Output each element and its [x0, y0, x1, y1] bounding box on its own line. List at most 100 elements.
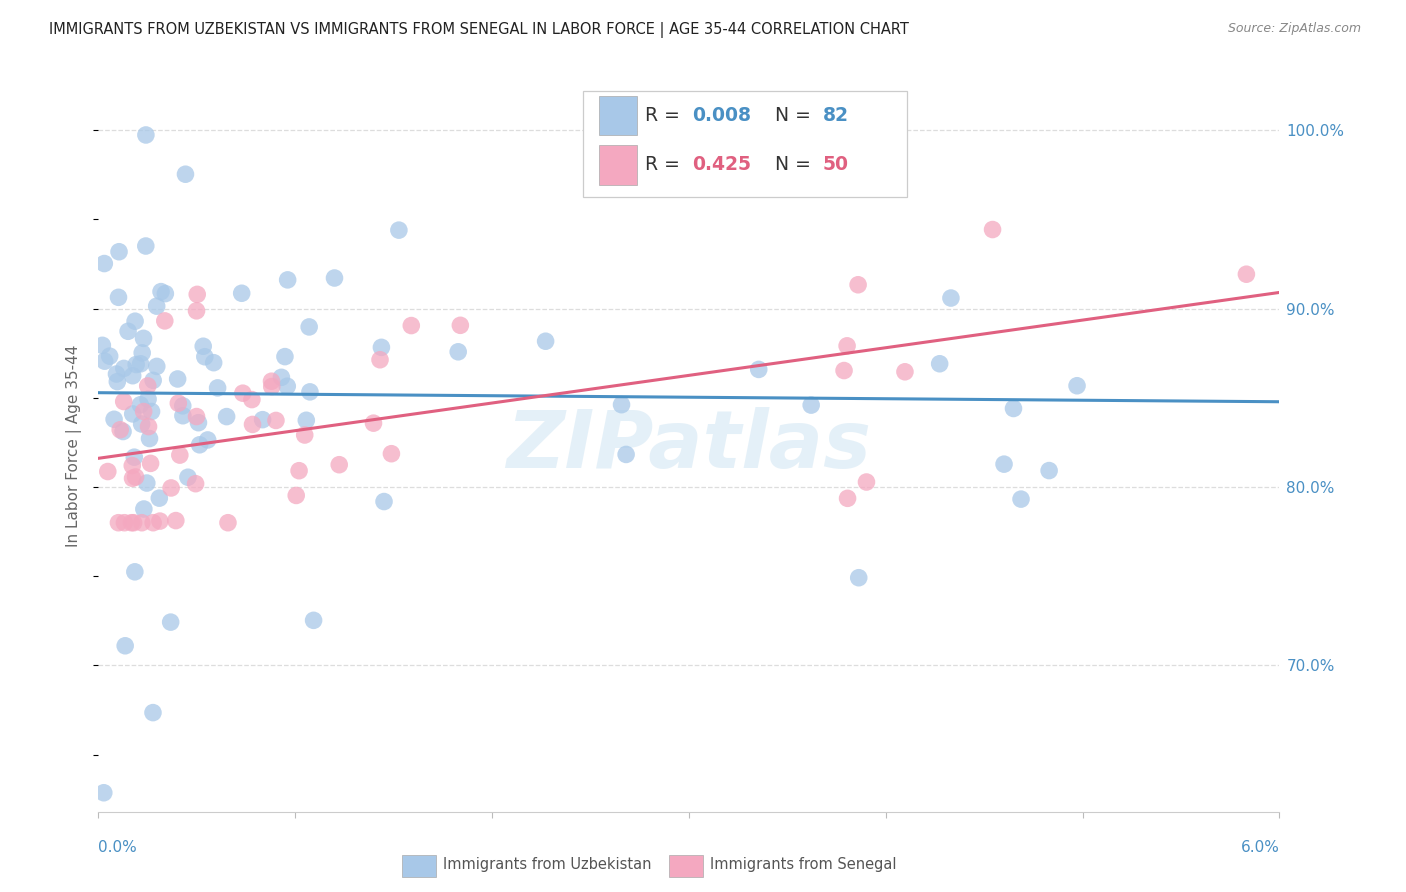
Point: [302, 613, 325, 627]
Point: [155, 286, 177, 301]
Point: [93, 786, 115, 800]
Point: [1038, 464, 1060, 478]
Text: 0.425: 0.425: [693, 155, 751, 174]
Point: [124, 450, 146, 465]
Point: [194, 350, 217, 364]
Point: [135, 128, 157, 142]
Point: [142, 373, 165, 387]
Point: [207, 381, 229, 395]
Point: [894, 365, 917, 379]
Point: [135, 239, 157, 253]
Point: [184, 476, 207, 491]
Point: [131, 516, 153, 530]
Point: [103, 412, 125, 426]
Point: [91, 338, 114, 352]
Point: [197, 433, 219, 447]
Point: [186, 409, 208, 424]
Point: [232, 386, 254, 401]
Point: [146, 359, 169, 374]
Point: [159, 615, 181, 629]
Text: 0.008: 0.008: [693, 106, 751, 125]
Point: [131, 346, 153, 360]
Point: [166, 372, 188, 386]
Point: [114, 639, 136, 653]
Point: [295, 413, 318, 427]
Point: [1234, 267, 1257, 281]
Point: [186, 287, 208, 301]
Point: [252, 412, 274, 426]
Point: [298, 320, 321, 334]
Point: [138, 432, 160, 446]
Text: 50: 50: [823, 155, 848, 174]
Point: [120, 516, 142, 530]
Point: [174, 167, 197, 181]
Point: [124, 565, 146, 579]
Point: [129, 398, 152, 412]
Point: [142, 516, 165, 530]
Point: [846, 277, 869, 292]
Point: [125, 358, 148, 372]
Point: [368, 352, 391, 367]
Point: [298, 384, 321, 399]
Point: [837, 491, 859, 506]
Point: [202, 356, 225, 370]
Point: [294, 428, 316, 442]
Text: 6.0%: 6.0%: [1240, 840, 1279, 855]
Point: [614, 447, 637, 461]
Text: ZIPatlas: ZIPatlas: [506, 407, 872, 485]
Point: [832, 363, 855, 377]
Point: [264, 413, 287, 427]
Point: [449, 318, 471, 333]
Point: [288, 464, 311, 478]
Point: [150, 285, 173, 299]
Point: [117, 324, 139, 338]
Point: [260, 374, 283, 388]
Text: IMMIGRANTS FROM UZBEKISTAN VS IMMIGRANTS FROM SENEGAL IN LABOR FORCE | AGE 35-44: IMMIGRANTS FROM UZBEKISTAN VS IMMIGRANTS…: [49, 22, 910, 38]
Point: [534, 334, 557, 349]
Point: [177, 470, 200, 484]
Text: N =: N =: [775, 155, 817, 174]
Point: [141, 404, 163, 418]
Point: [748, 362, 770, 376]
Point: [1066, 378, 1088, 392]
Text: R =: R =: [645, 106, 686, 125]
Point: [855, 475, 877, 489]
Y-axis label: In Labor Force | Age 35-44: In Labor Force | Age 35-44: [66, 345, 83, 547]
Point: [270, 370, 292, 384]
Point: [610, 398, 633, 412]
Text: 82: 82: [823, 106, 848, 125]
Point: [138, 419, 160, 434]
Point: [172, 399, 194, 413]
Point: [186, 303, 208, 318]
Point: [167, 396, 190, 410]
Point: [105, 367, 128, 381]
Point: [981, 222, 1004, 236]
Point: [187, 416, 209, 430]
Point: [328, 458, 350, 472]
FancyBboxPatch shape: [582, 91, 907, 197]
Point: [172, 409, 194, 423]
Point: [447, 344, 470, 359]
Point: [993, 457, 1015, 471]
Point: [124, 314, 146, 328]
Point: [231, 286, 253, 301]
Point: [797, 169, 820, 183]
Point: [188, 438, 211, 452]
Point: [121, 368, 143, 383]
Point: [142, 706, 165, 720]
Point: [1010, 492, 1032, 507]
Point: [370, 340, 392, 354]
Point: [132, 404, 155, 418]
Point: [380, 447, 402, 461]
Point: [1002, 401, 1025, 416]
Point: [93, 354, 115, 368]
Text: 0.0%: 0.0%: [98, 840, 138, 855]
Point: [800, 398, 823, 412]
Text: R =: R =: [645, 155, 686, 174]
Point: [193, 339, 215, 353]
Point: [121, 407, 143, 421]
Point: [285, 488, 308, 502]
Point: [939, 291, 962, 305]
Point: [135, 476, 157, 491]
Point: [260, 379, 283, 393]
